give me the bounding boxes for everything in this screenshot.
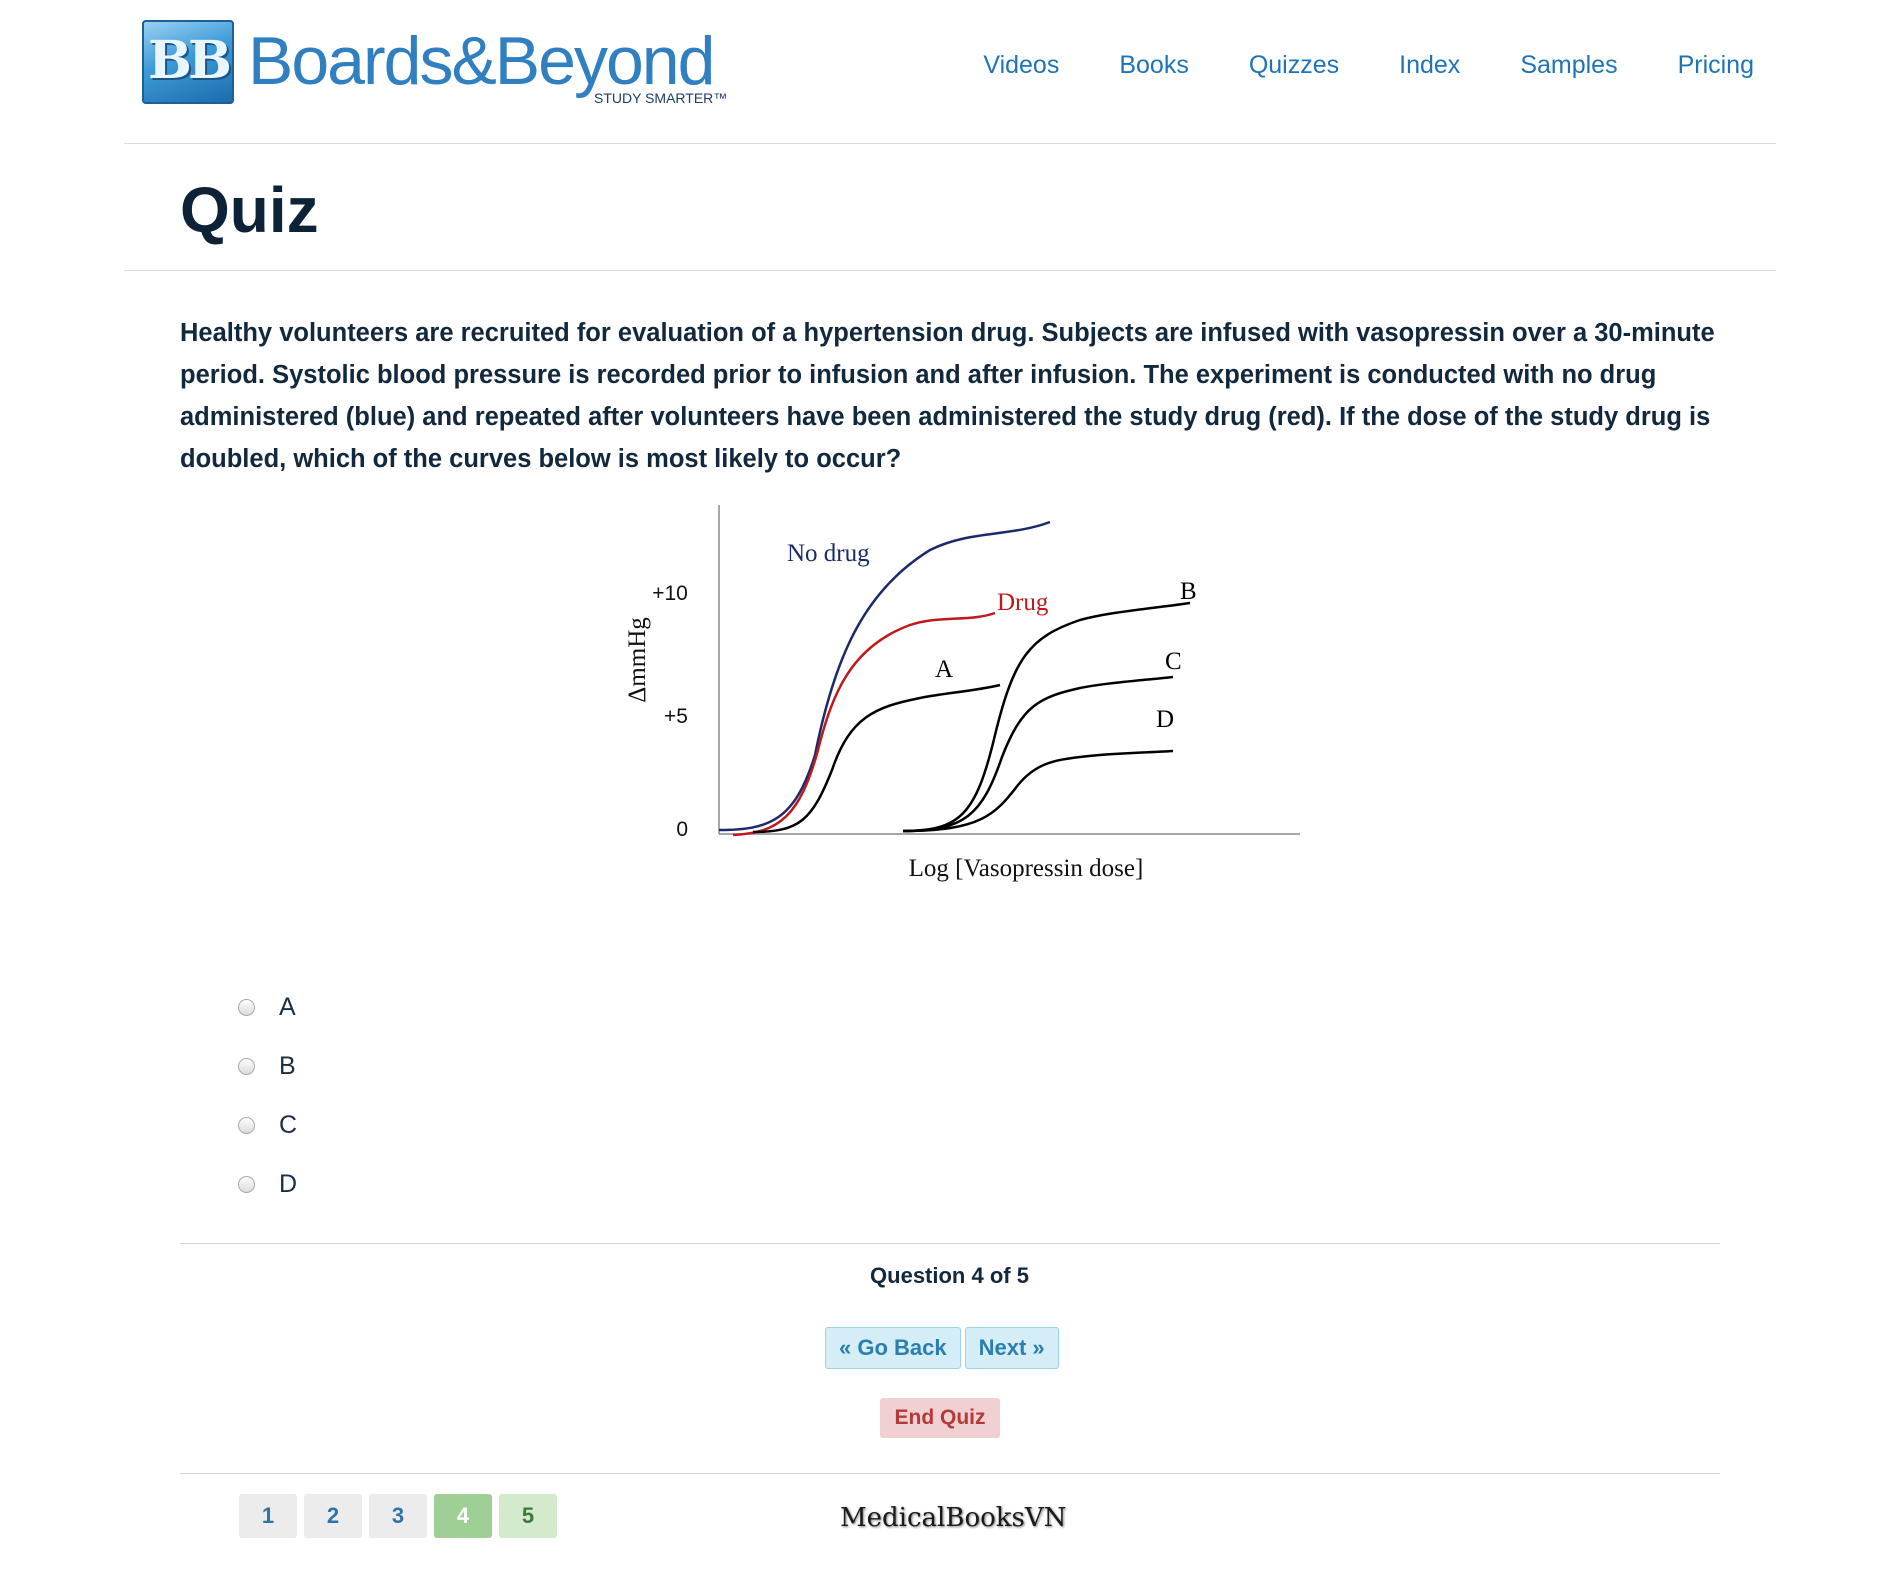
- curve-drug: [732, 611, 996, 837]
- nav-books[interactable]: Books: [1119, 51, 1189, 79]
- option-a-label: A: [279, 993, 296, 1021]
- option-a[interactable]: A: [230, 978, 297, 1037]
- main-nav: Videos Books Quizzes Index Samples Prici…: [983, 51, 1754, 80]
- label-no-drug: No drug: [787, 540, 870, 567]
- x-axis-label: Log [Vasopressin dose]: [909, 855, 1144, 882]
- page-4-current[interactable]: 4: [434, 1494, 492, 1538]
- curve-a: [752, 683, 1001, 834]
- go-back-button[interactable]: « Go Back: [825, 1327, 961, 1369]
- radio-c[interactable]: [238, 1117, 255, 1134]
- dose-response-figure: +10 +5 0 ΔmmHg Log [Vasopressin dose] No…: [600, 495, 1320, 905]
- logo-tagline: STUDY SMARTER™: [594, 90, 728, 106]
- nav-quizzes[interactable]: Quizzes: [1248, 51, 1340, 79]
- boards-and-beyond-logo[interactable]: BB Boards&Beyond STUDY SMARTER™: [142, 20, 727, 110]
- nav-samples[interactable]: Samples: [1520, 51, 1618, 79]
- divider-top: [180, 1243, 1720, 1244]
- radio-b[interactable]: [238, 1058, 255, 1075]
- logo-wordmark: Boards&Beyond: [248, 23, 715, 99]
- option-c-label: C: [279, 1111, 298, 1139]
- curve-b: [902, 601, 1191, 833]
- option-d[interactable]: D: [230, 1155, 297, 1214]
- watermark: MedicalBooksVN: [840, 1503, 1067, 1533]
- nav-videos[interactable]: Videos: [983, 51, 1060, 79]
- radio-a[interactable]: [238, 999, 255, 1016]
- nav-index[interactable]: Index: [1399, 51, 1461, 79]
- option-c[interactable]: C: [230, 1096, 297, 1155]
- curve-no-drug: [718, 520, 1051, 832]
- label-b: B: [1180, 578, 1197, 605]
- curve-d: [902, 749, 1174, 833]
- next-button[interactable]: Next »: [964, 1327, 1059, 1369]
- page-title: Quiz: [180, 174, 319, 246]
- option-b[interactable]: B: [230, 1037, 297, 1096]
- question-counter: Question 4 of 5: [870, 1263, 1029, 1288]
- option-b-label: B: [279, 1052, 296, 1080]
- dose-response-graph: +10 +5 0 ΔmmHg Log [Vasopressin dose] No…: [624, 505, 1300, 882]
- curve-c: [902, 675, 1174, 833]
- answer-options: A B C D: [230, 978, 297, 1214]
- label-a: A: [935, 656, 953, 683]
- page-1[interactable]: 1: [239, 1494, 297, 1538]
- option-d-label: D: [279, 1170, 298, 1198]
- radio-d[interactable]: [238, 1176, 255, 1193]
- question-pagination: 1 2 3 4 5: [239, 1494, 557, 1538]
- page-5[interactable]: 5: [499, 1494, 557, 1538]
- label-drug: Drug: [997, 589, 1049, 616]
- divider-bottom: [180, 1473, 1720, 1474]
- y-tick-5: +5: [664, 705, 688, 728]
- page-2[interactable]: 2: [304, 1494, 362, 1538]
- label-c: C: [1165, 648, 1182, 675]
- label-d: D: [1156, 706, 1174, 733]
- logo-badge: BB: [142, 20, 234, 104]
- page-3[interactable]: 3: [369, 1494, 427, 1538]
- nav-pricing[interactable]: Pricing: [1677, 51, 1754, 79]
- y-axis-label: ΔmmHg: [624, 617, 651, 703]
- end-quiz-button[interactable]: End Quiz: [880, 1398, 1000, 1438]
- site-header: BB Boards&Beyond STUDY SMARTER™ Videos B…: [124, 0, 1776, 144]
- y-tick-0: 0: [676, 818, 688, 841]
- logo-badge-text: BB: [148, 30, 232, 91]
- title-bar: Quiz: [124, 143, 1776, 271]
- nav-buttons: « Go Back Next »: [825, 1327, 1059, 1369]
- y-tick-10: +10: [652, 582, 688, 605]
- question-text: Healthy volunteers are recruited for eva…: [180, 319, 1715, 473]
